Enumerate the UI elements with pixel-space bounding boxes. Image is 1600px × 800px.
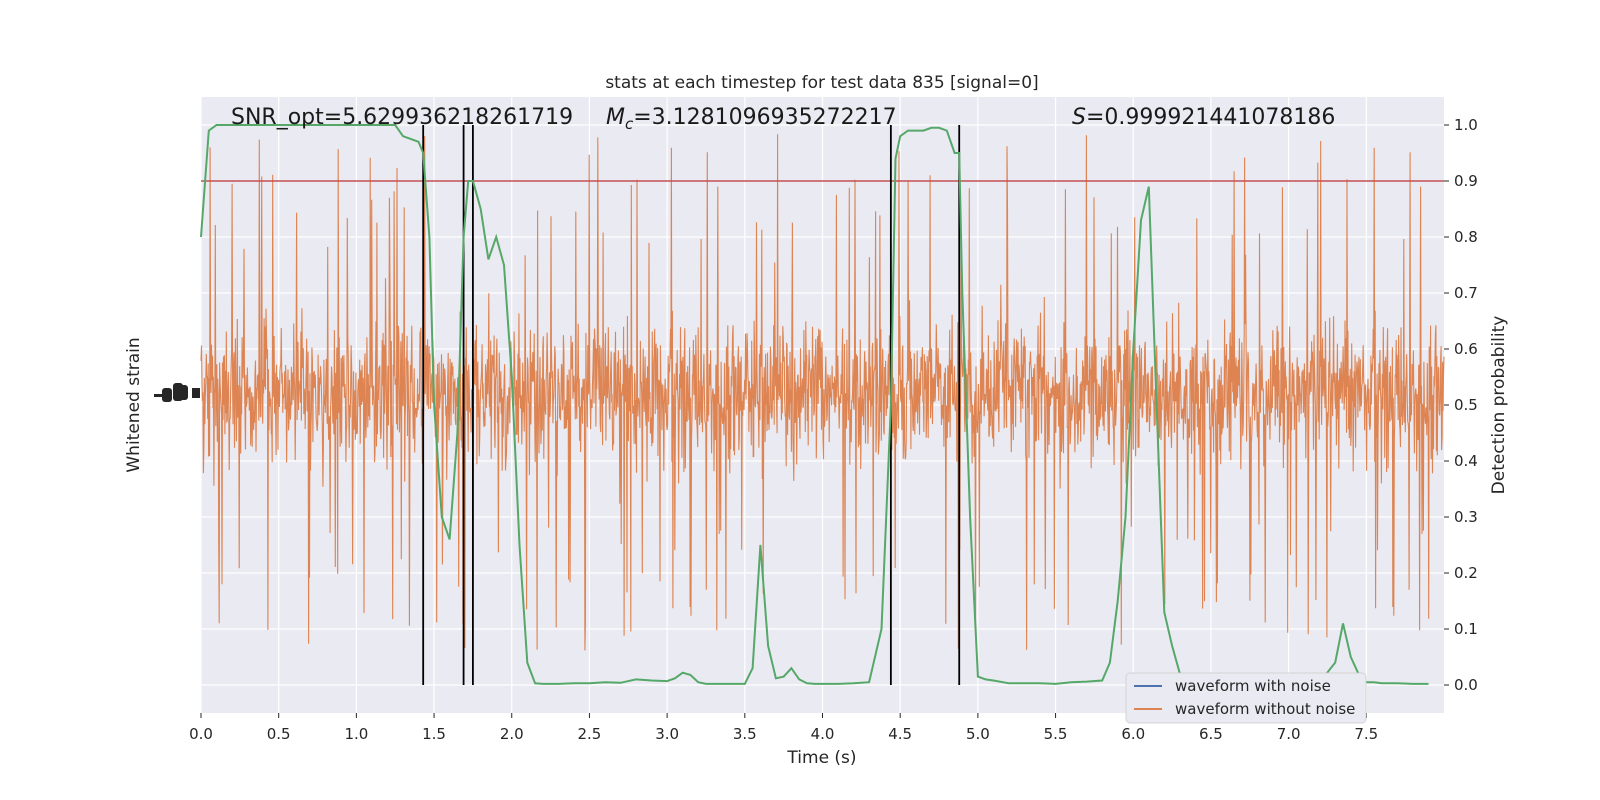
y-tick-label-6: 0.6 <box>1454 340 1478 358</box>
y-tick-label-10: 1.0 <box>1454 116 1478 134</box>
legend-label-waveform-with-noise: waveform with noise <box>1175 677 1331 695</box>
x-axis-label: Time (s) <box>786 748 856 768</box>
y-tick-label-1: 0.1 <box>1454 620 1478 638</box>
x-tick-label-15: 7.5 <box>1354 725 1378 743</box>
x-axis-ticks: 0.0 0.5 1.0 1.5 2.0 2.5 3.0 3.5 4.0 4.5 5.0 5.5 6.0 6… <box>189 713 1378 743</box>
chart-title: stats at each timestep for test data 835… <box>605 73 1038 93</box>
chirp-mass-subscript: c <box>625 115 634 133</box>
left-axis-tick-glyphs <box>154 383 200 402</box>
y-tick-label-2: 0.2 <box>1454 564 1478 582</box>
y-right-axis-label: Detection probability <box>1489 316 1509 495</box>
x-tick-label-6: 3.0 <box>655 725 679 743</box>
y-tick-label-4: 0.4 <box>1454 452 1478 470</box>
x-tick-label-12: 6.0 <box>1121 725 1145 743</box>
strain-trace-path <box>200 134 1445 651</box>
chirp-mass-value: =3.1281096935272217 <box>633 105 896 130</box>
s-value: =0.999921441078186 <box>1086 105 1335 130</box>
snr-annotation: SNR_opt=5.629936218261719 <box>231 105 573 130</box>
whitened-strain-trace <box>200 134 1445 651</box>
x-tick-label-11: 5.5 <box>1044 725 1068 743</box>
y-tick-label-5: 0.5 <box>1454 396 1478 414</box>
s-symbol: S <box>1072 105 1086 130</box>
x-tick-label-9: 4.5 <box>888 725 912 743</box>
x-tick-label-8: 4.0 <box>811 725 835 743</box>
y-tick-label-0: 0.0 <box>1454 676 1478 694</box>
vertical-markers <box>422 125 961 685</box>
x-tick-label-4: 2.0 <box>500 725 524 743</box>
x-tick-label-3: 1.5 <box>422 725 446 743</box>
y-left-axis-label: Whitened strain <box>124 337 144 472</box>
y-tick-label-9: 0.9 <box>1454 172 1478 190</box>
legend-label-waveform-without-noise: waveform without noise <box>1175 700 1355 718</box>
x-tick-label-7: 3.5 <box>733 725 757 743</box>
x-tick-label-13: 6.5 <box>1199 725 1223 743</box>
x-tick-label-14: 7.0 <box>1277 725 1301 743</box>
x-tick-label-0: 0.0 <box>189 725 213 743</box>
x-tick-label-1: 0.5 <box>267 725 291 743</box>
x-tick-label-5: 2.5 <box>578 725 602 743</box>
chirp-mass-annotation: Mc=3.1281096935272217 <box>606 105 897 133</box>
y-tick-label-8: 0.8 <box>1454 228 1478 246</box>
y-tick-label-7: 0.7 <box>1454 284 1478 302</box>
x-tick-label-2: 1.0 <box>344 725 368 743</box>
chirp-mass-symbol: M <box>606 105 625 130</box>
x-tick-label-10: 5.0 <box>966 725 990 743</box>
s-annotation: S=0.999921441078186 <box>1072 105 1335 130</box>
legend: waveform with noise waveform without noi… <box>1125 672 1367 724</box>
y-right-axis-ticks: 0.0 0.1 0.2 0.3 0.4 0.5 0.6 0.7 0.8 0.9 1.0 <box>1444 116 1478 694</box>
legend-box <box>1125 672 1367 724</box>
y-tick-label-3: 0.3 <box>1454 508 1478 526</box>
